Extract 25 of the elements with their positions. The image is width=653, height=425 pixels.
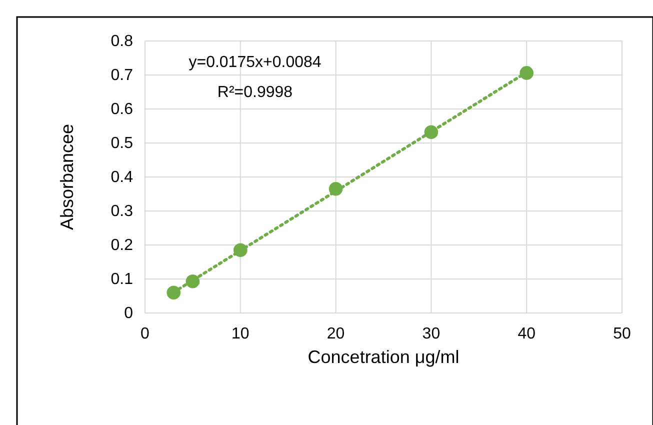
point — [328, 182, 343, 196]
y-tick-label: 0.3 — [110, 203, 134, 220]
point — [233, 243, 248, 257]
y-tick-label: 0.2 — [110, 237, 134, 254]
point — [186, 274, 200, 288]
y-tick-label: 0.6 — [110, 101, 134, 118]
annotation: R²=0.9998 — [217, 84, 293, 101]
x-tick-label: 20 — [326, 325, 345, 342]
point — [166, 286, 181, 300]
x-tick-label: 50 — [613, 325, 631, 342]
x-tick-label: 0 — [140, 325, 150, 342]
y-tick-label: 0.1 — [110, 271, 134, 288]
y-tick-label: 0.5 — [110, 135, 134, 152]
y-tick-label: 0.7 — [110, 67, 134, 84]
x-tick-label: 40 — [518, 325, 536, 342]
point — [520, 66, 534, 80]
x-tick-label: 30 — [422, 325, 440, 342]
x-tick-label: 10 — [232, 325, 250, 342]
point — [424, 125, 438, 140]
y-axis-title: Absorbancee — [57, 124, 77, 230]
x-axis-title: Concetration μg/ml — [308, 347, 460, 367]
y-tick-label: 0.8 — [110, 33, 134, 50]
y-tick-label: 0.4 — [110, 169, 134, 186]
annotation: y=0.0175x+0.0084 — [188, 54, 322, 71]
y-tick-label: 0 — [124, 305, 134, 322]
